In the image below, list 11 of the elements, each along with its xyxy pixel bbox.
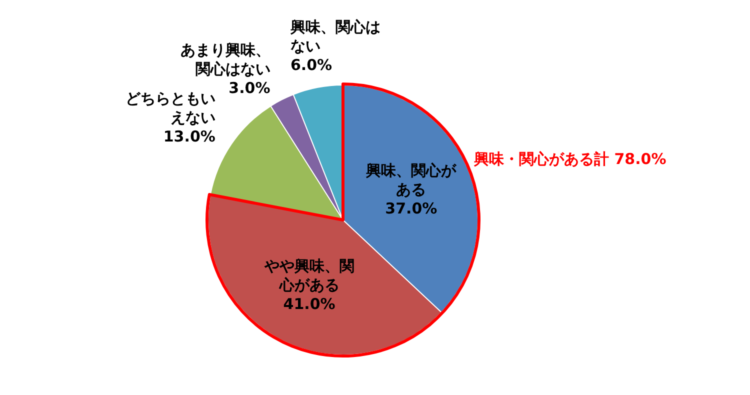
data-label: 37.0% [385,199,438,218]
slice-label: やや興味、関心がある [263,257,354,294]
slice-label: どちらともいえない [125,89,216,126]
data-label: 13.0% [163,127,216,146]
data-label: 3.0% [228,78,270,97]
text: 興味・関心がある計 78.0% [473,150,666,168]
slice-label: 興味、関心はない [289,18,380,55]
slice-label: 興味、関心がある [365,161,458,198]
data-label: 41.0% [283,295,336,314]
slice-label: あまり興味、関心はない [180,40,270,78]
data-label: 6.0% [290,56,332,74]
